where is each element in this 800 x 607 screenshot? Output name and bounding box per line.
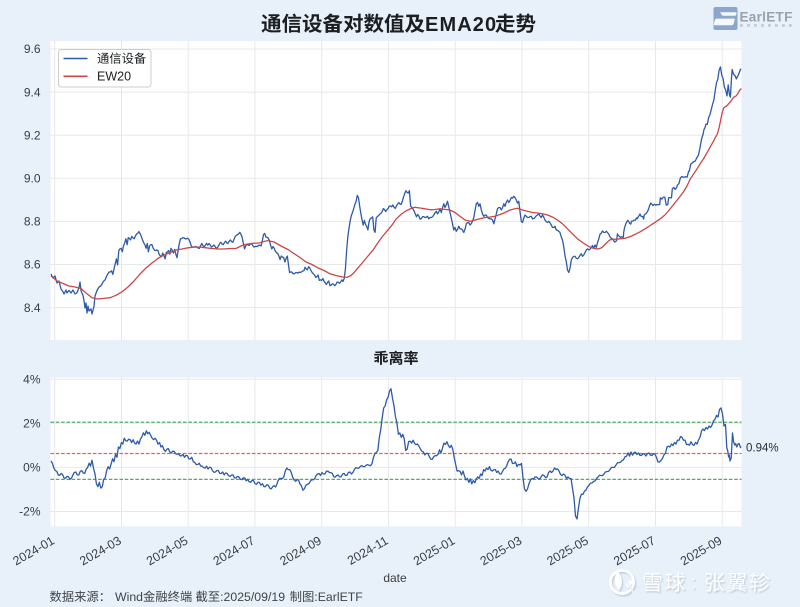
svg-text::: : — [692, 574, 697, 595]
svg-text:0%: 0% — [23, 461, 41, 475]
svg-text:EMA20: EMA20 — [425, 14, 497, 36]
svg-text:EW20: EW20 — [97, 70, 131, 84]
svg-text:9.4: 9.4 — [24, 85, 41, 99]
svg-text::EarlETF: :EarlETF — [314, 590, 363, 604]
svg-text:8.8: 8.8 — [24, 215, 41, 229]
svg-text:8.6: 8.6 — [24, 258, 41, 272]
svg-text:9.6: 9.6 — [24, 42, 41, 56]
svg-text:2%: 2% — [23, 417, 41, 431]
svg-text:date: date — [383, 571, 407, 585]
svg-text:9.0: 9.0 — [24, 172, 41, 186]
svg-text:0.94%: 0.94% — [746, 443, 779, 455]
svg-text::2025/09/19: :2025/09/19 — [220, 590, 285, 604]
svg-text::: : — [691, 573, 696, 594]
svg-text:Wind: Wind — [115, 590, 143, 604]
svg-text:8.4: 8.4 — [24, 301, 41, 315]
svg-text:9.2: 9.2 — [24, 128, 41, 142]
svg-text:4%: 4% — [23, 372, 41, 386]
svg-text:EarlETF: EarlETF — [740, 10, 793, 25]
svg-text:-2%: -2% — [19, 505, 41, 519]
